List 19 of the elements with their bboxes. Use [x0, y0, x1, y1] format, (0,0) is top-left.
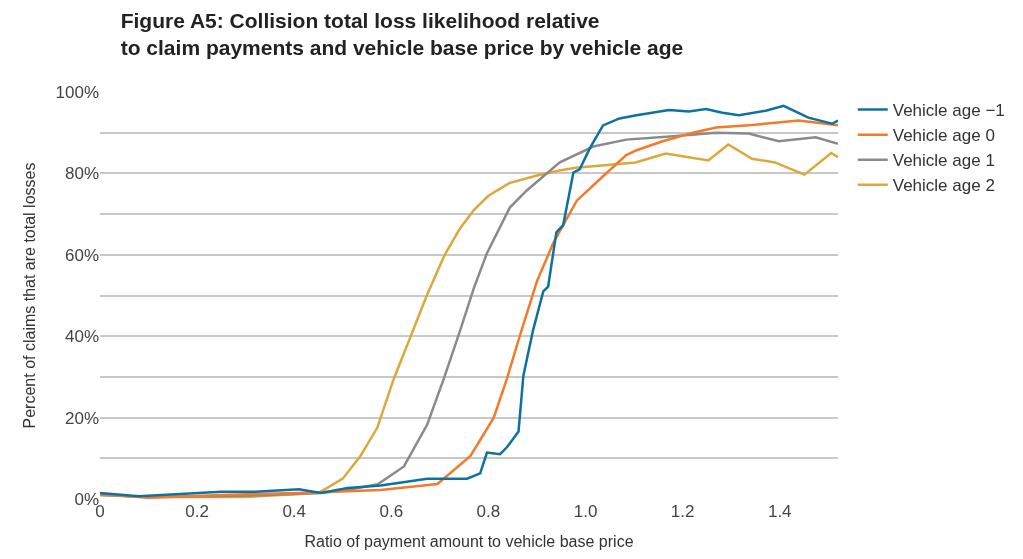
y-tick-label: 20% — [64, 408, 99, 428]
x-tick-label: 0.4 — [282, 502, 307, 521]
x-tick-label: 0.6 — [379, 502, 404, 521]
legend-label: Vehicle age 0 — [892, 126, 995, 146]
x-axis-title: Ratio of payment amount to vehicle base price — [304, 532, 634, 550]
x-tick-label: 0.2 — [185, 502, 209, 521]
chart-title: Figure A5: Collision total loss likelihood relative to claim payments and vehicle base price by vehicle age — [120, 8, 684, 60]
x-tick-label: 1.0 — [573, 502, 598, 521]
x-tick-label: 0.8 — [476, 502, 501, 521]
x-tick-label: 1.4 — [767, 502, 792, 521]
y-tick-label: 100% — [55, 82, 99, 102]
y-tick-label: 80% — [64, 164, 99, 184]
legend-label: Vehicle age 2 — [892, 176, 995, 196]
x-tick-label: 1.2 — [670, 502, 695, 521]
legend-label: Vehicle age −1 — [892, 101, 1005, 121]
y-axis-title: Percent of claims that are total losses — [21, 162, 39, 429]
legend-label: Vehicle age 1 — [892, 151, 995, 171]
y-tick-label: 60% — [64, 245, 99, 265]
y-tick-label: 40% — [64, 327, 99, 347]
